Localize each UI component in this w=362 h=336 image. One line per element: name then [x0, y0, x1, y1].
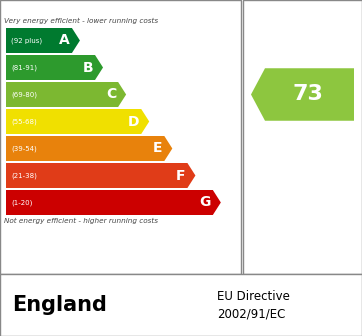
- Text: (81-91): (81-91): [11, 64, 37, 71]
- Text: C: C: [106, 87, 116, 101]
- Text: (21-38): (21-38): [11, 172, 37, 179]
- Text: EU Directive
2002/91/EC: EU Directive 2002/91/EC: [217, 290, 290, 321]
- Text: Very energy efficient - lower running costs: Very energy efficient - lower running co…: [4, 18, 158, 24]
- Text: (92 plus): (92 plus): [11, 37, 42, 44]
- Polygon shape: [6, 28, 80, 53]
- Bar: [243, 0, 362, 274]
- Polygon shape: [251, 68, 354, 121]
- Polygon shape: [6, 82, 126, 107]
- Text: F: F: [176, 168, 185, 182]
- Text: 73: 73: [292, 84, 323, 104]
- Text: (1-20): (1-20): [11, 199, 32, 206]
- Polygon shape: [6, 190, 221, 215]
- Text: B: B: [83, 60, 93, 75]
- Text: E: E: [153, 141, 162, 156]
- Text: England: England: [12, 295, 107, 315]
- Text: Not energy efficient - higher running costs: Not energy efficient - higher running co…: [4, 218, 158, 224]
- Text: D: D: [128, 115, 139, 128]
- Text: (69-80): (69-80): [11, 91, 37, 98]
- Text: A: A: [59, 34, 70, 47]
- Polygon shape: [6, 109, 149, 134]
- Polygon shape: [6, 136, 172, 161]
- Polygon shape: [6, 163, 195, 188]
- Bar: [0, 274, 362, 336]
- Text: (55-68): (55-68): [11, 118, 37, 125]
- Bar: [0, 0, 241, 274]
- Text: G: G: [199, 196, 211, 210]
- Polygon shape: [6, 55, 103, 80]
- Text: (39-54): (39-54): [11, 145, 37, 152]
